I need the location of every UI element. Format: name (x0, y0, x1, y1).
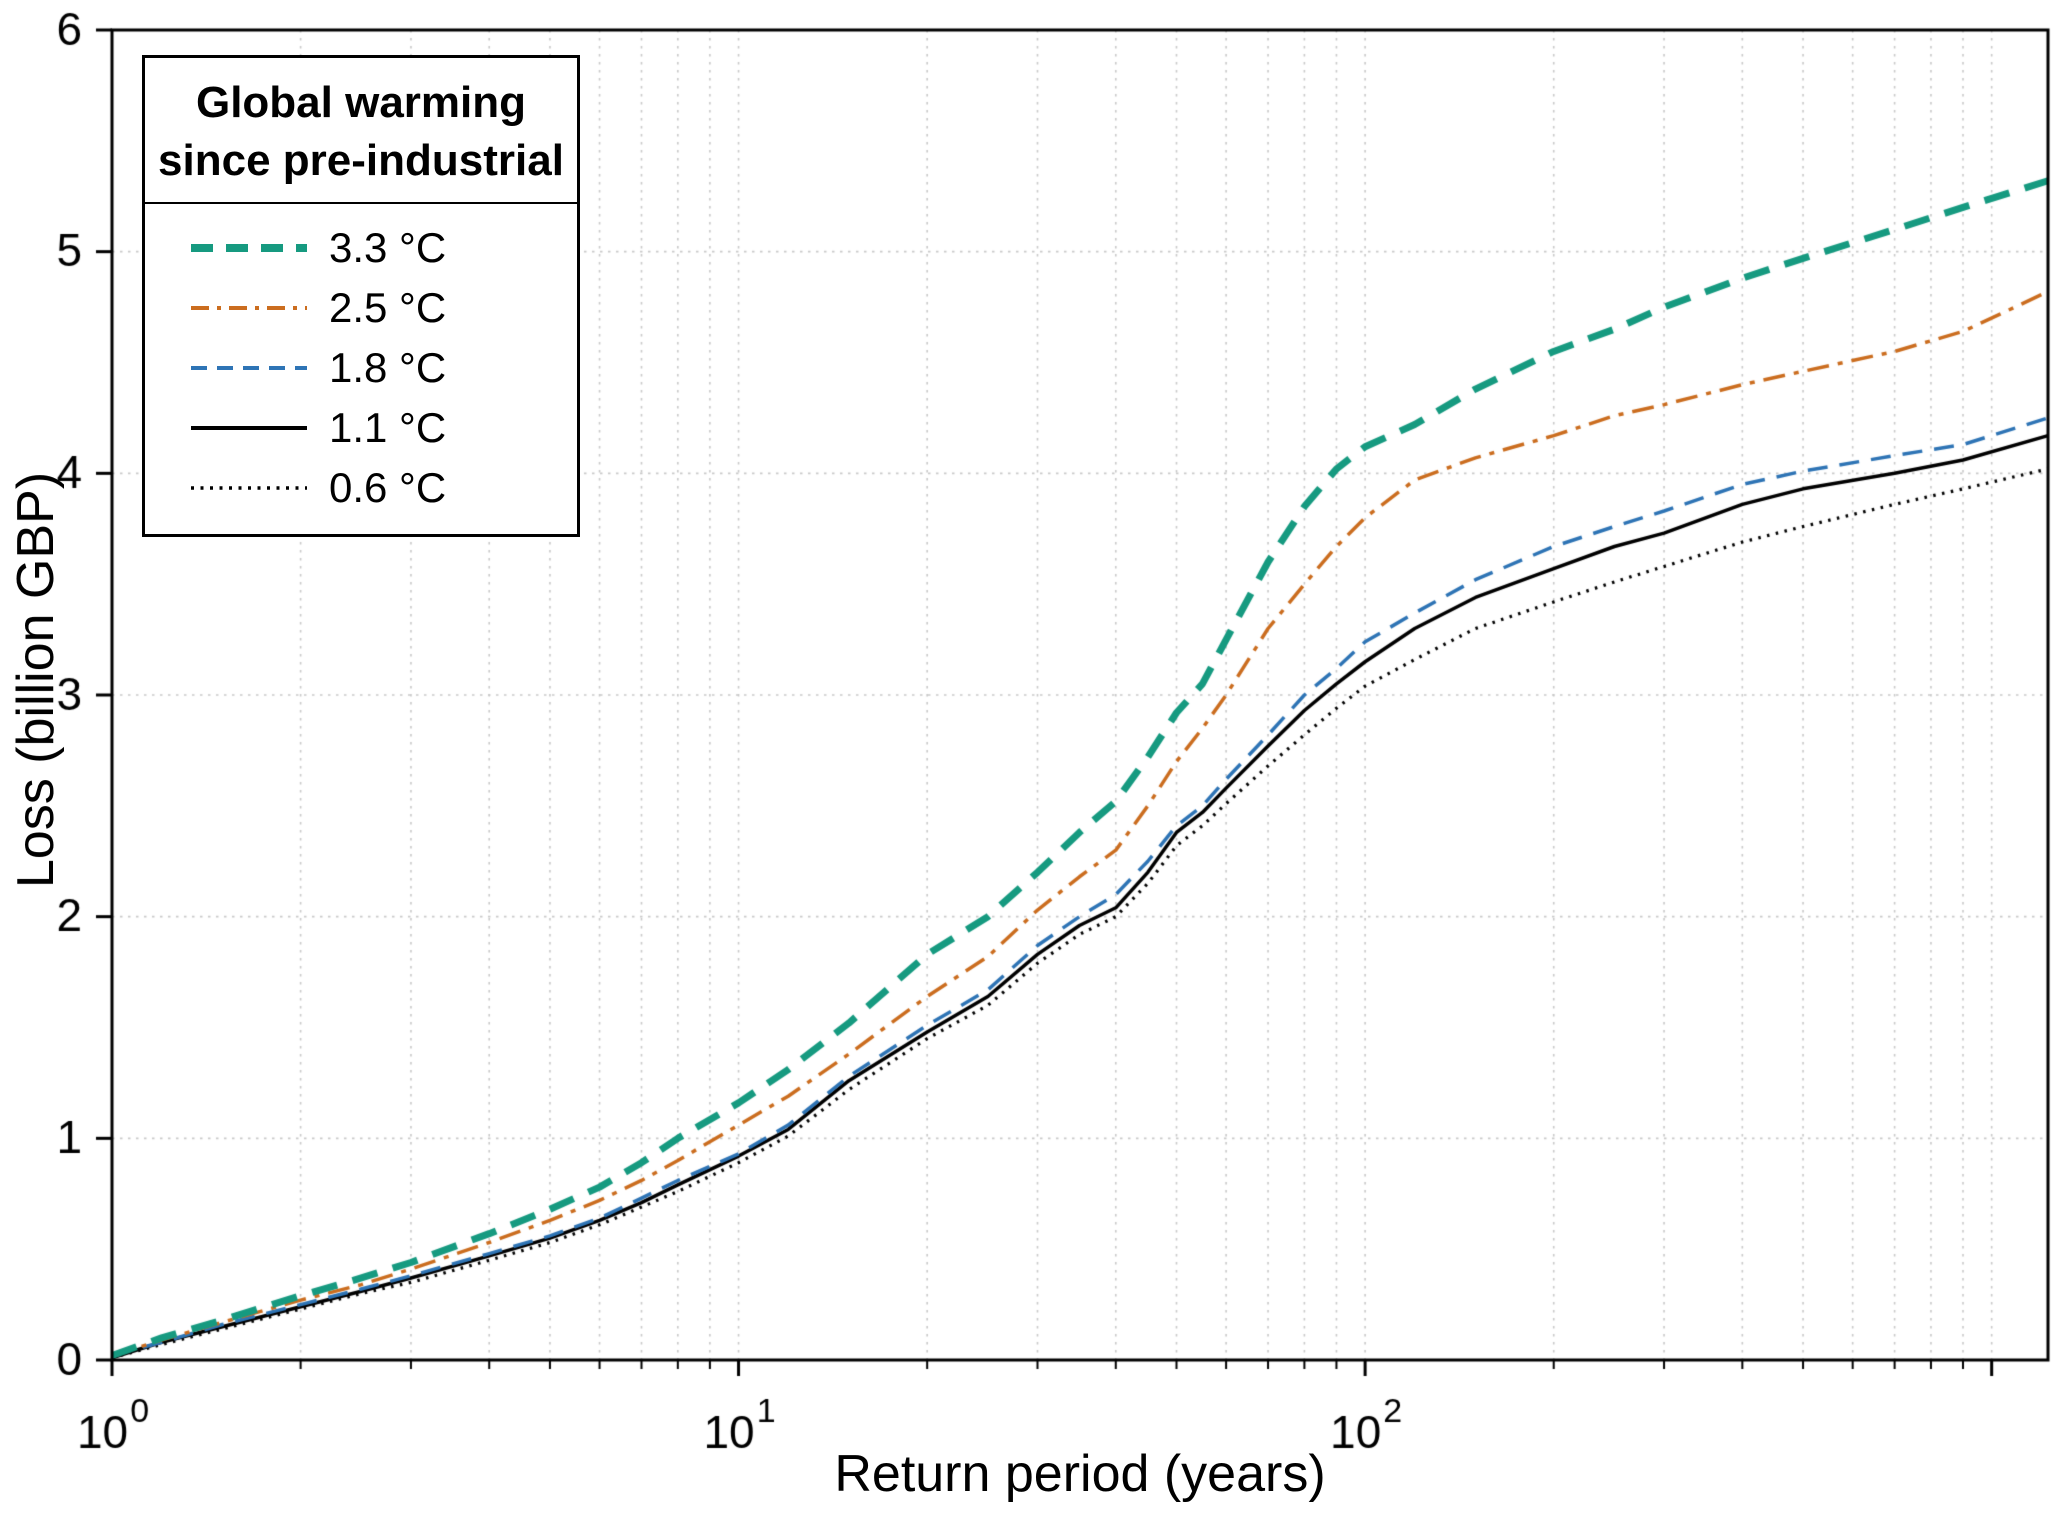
legend-item: 0.6 °C (145, 458, 577, 518)
y-axis-label: Loss (billion GBP) (7, 471, 65, 889)
legend-item-label: 0.6 °C (329, 464, 447, 512)
x-axis-label: Return period (years) (834, 1445, 1326, 1503)
legend-entries: 3.3 °C 2.5 °C 1.8 °C 1.1 °C 0.6 °C (145, 204, 577, 534)
legend-line-sample-icon (191, 244, 307, 253)
legend-line-sample-icon (191, 426, 307, 431)
legend-item-label: 2.5 °C (329, 284, 447, 332)
legend-item-label: 3.3 °C (329, 224, 447, 272)
legend-item-label: 1.1 °C (329, 404, 447, 452)
legend-line-sample-icon (191, 486, 307, 490)
legend-item: 3.3 °C (145, 218, 577, 278)
legend-item: 1.1 °C (145, 398, 577, 458)
legend-item-label: 1.8 °C (329, 344, 447, 392)
legend: Global warming since pre-industrial 3.3 … (142, 55, 580, 538)
legend-item: 2.5 °C (145, 278, 577, 338)
legend-item: 1.8 °C (145, 338, 577, 398)
legend-line-sample-icon (191, 366, 307, 371)
legend-title-line-2: since pre-industrial (158, 136, 564, 186)
legend-title: Global warming since pre-industrial (145, 58, 577, 205)
legend-title-line-1: Global warming (195, 78, 527, 127)
legend-line-sample-icon (191, 306, 307, 311)
